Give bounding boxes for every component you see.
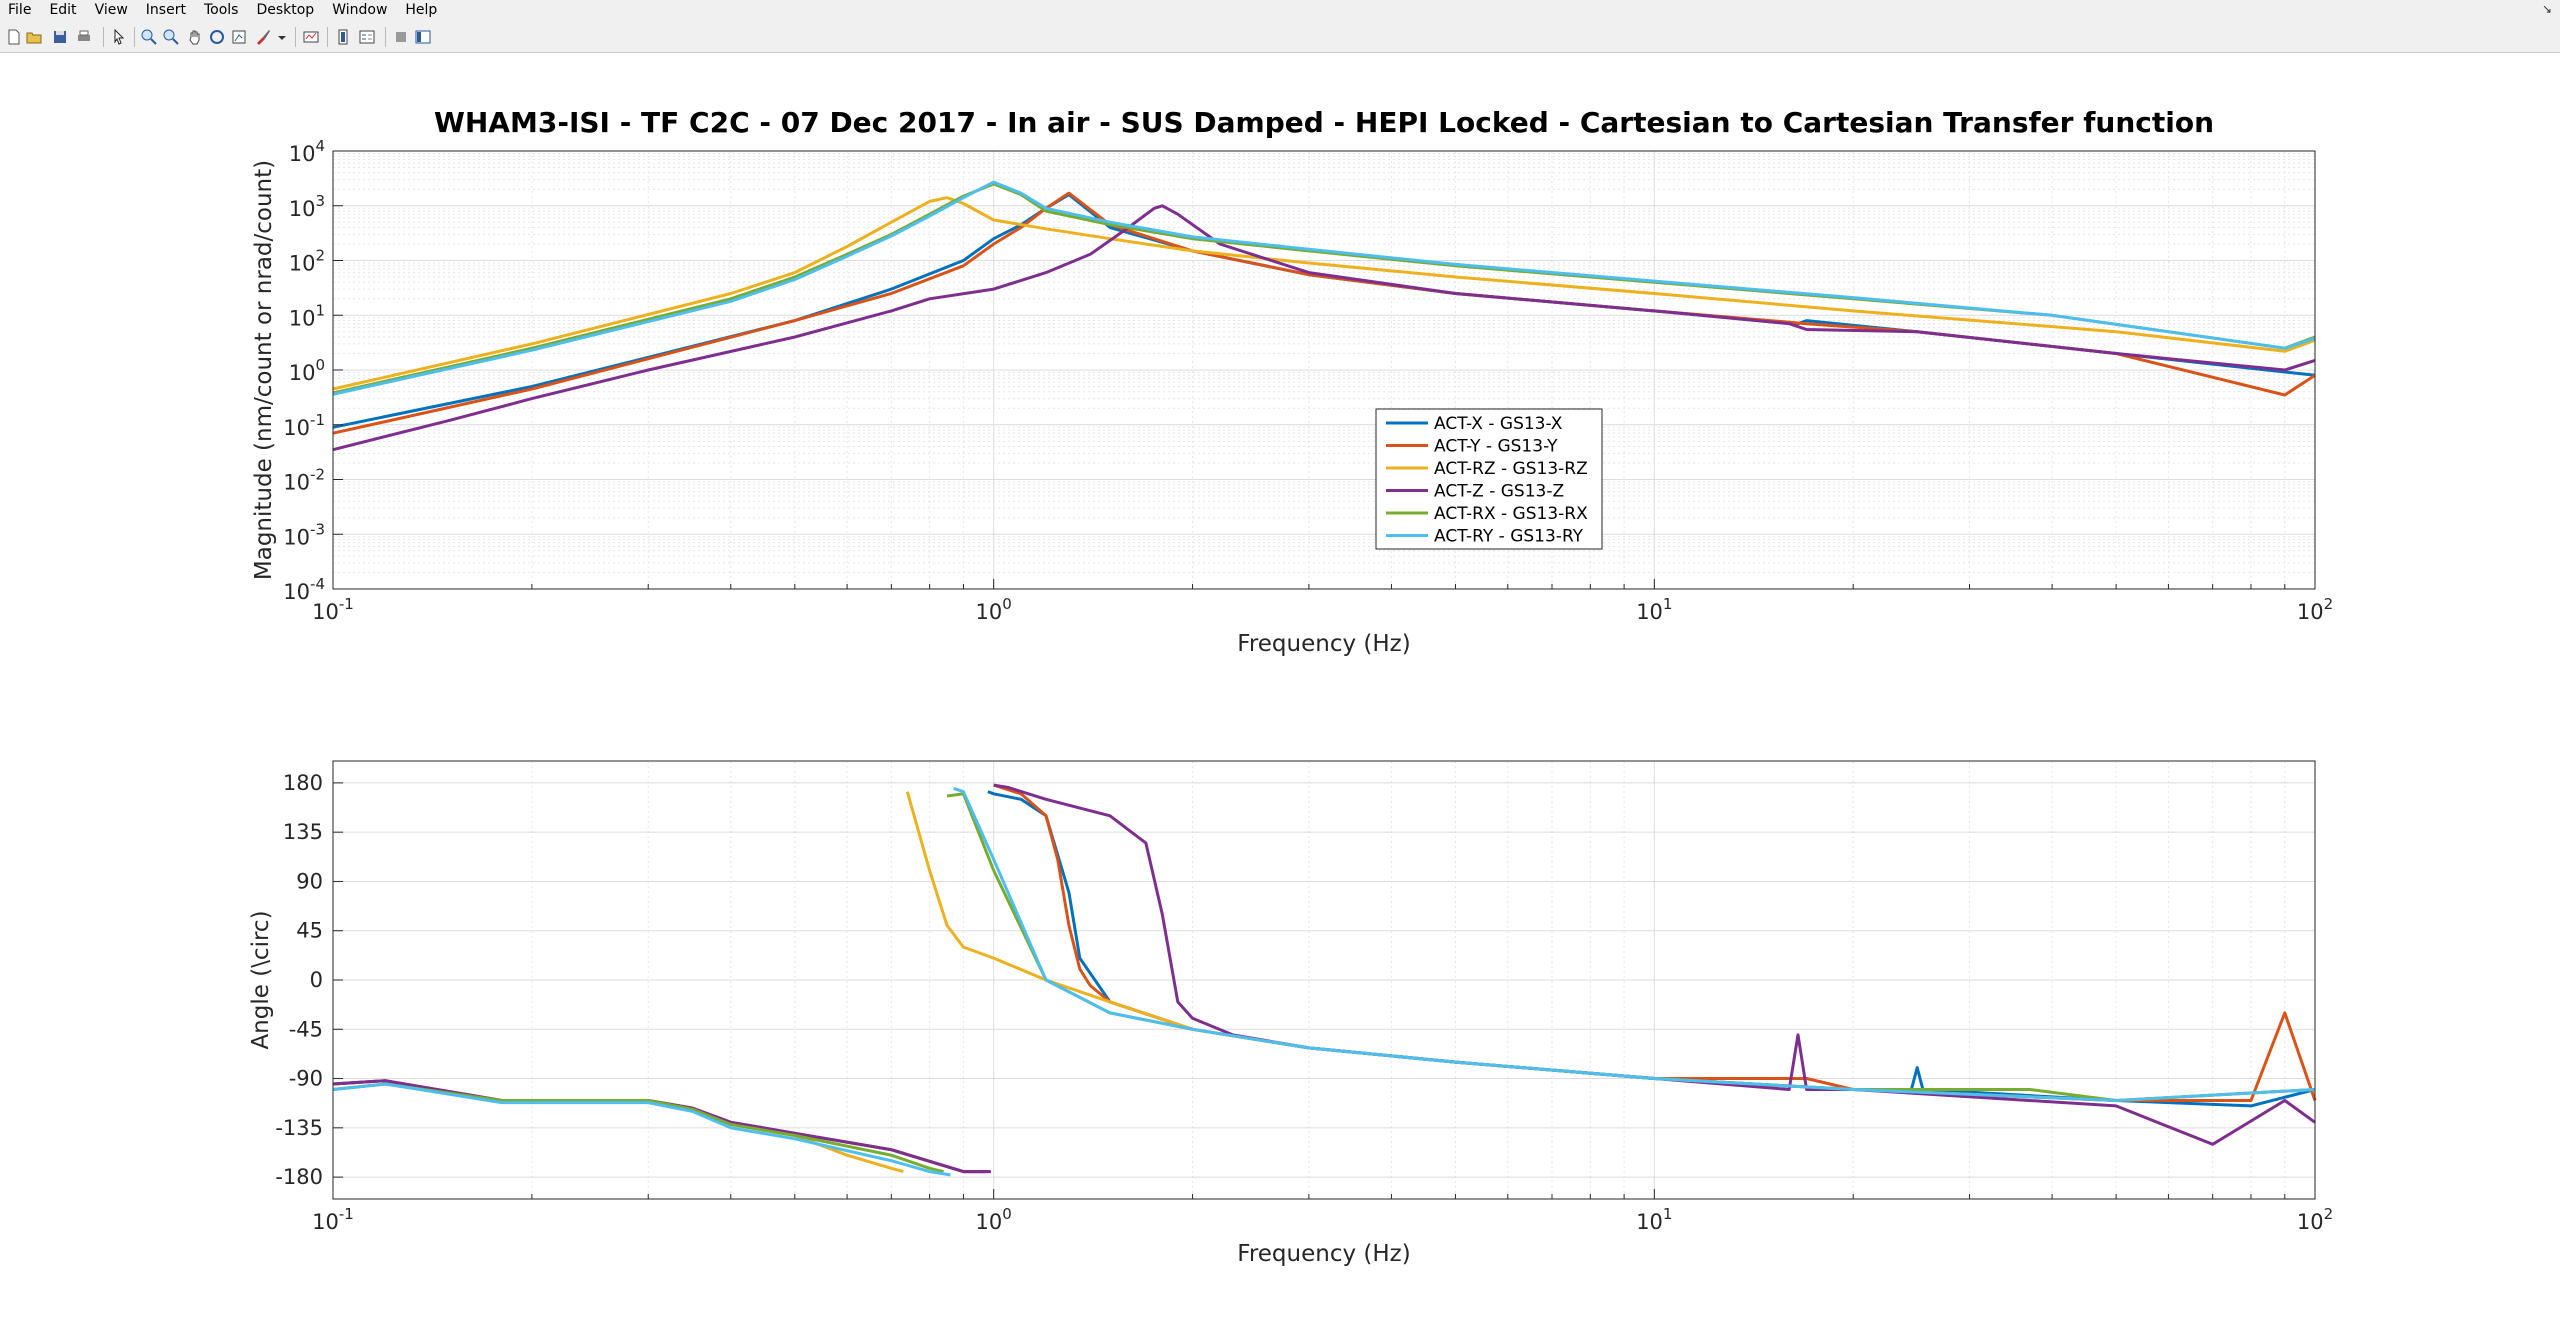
x-tick-label: 102	[2297, 595, 2333, 624]
phase-xlabel: Frequency (Hz)	[1237, 1241, 1410, 1267]
series-line-6	[332, 180, 2316, 396]
y-tick-label: 10-2	[283, 466, 325, 495]
y-tick-label: -180	[275, 1165, 323, 1189]
zoom-out-icon[interactable]	[162, 28, 180, 46]
y-tick-label: -45	[289, 1017, 323, 1041]
magnitude-tick-labels: 10-1 100 101 102 10-4 10-3 10-2 10-1 100 101 102 10…	[283, 137, 2333, 624]
y-tick-label: -90	[289, 1067, 323, 1091]
menu-edit[interactable]: Edit	[49, 2, 77, 18]
legend-entry-3: ACT-RZ - GS13-RZ	[1434, 459, 1588, 479]
dock-arrow-icon[interactable]: ↘	[2541, 2, 2552, 16]
menubar: File Edit View Insert Tools Desktop Wind…	[0, 0, 2560, 21]
y-tick-label: 45	[296, 919, 323, 943]
menu-window[interactable]: Window	[332, 2, 388, 18]
new-figure-icon[interactable]	[5, 28, 23, 46]
y-tick-label: 10-1	[283, 411, 325, 440]
y-tick-label: 135	[283, 820, 323, 844]
x-tick-label: 10-1	[312, 1205, 354, 1234]
rotate-icon[interactable]	[208, 28, 226, 46]
x-tick-label: 101	[1636, 595, 1672, 624]
legend-icon[interactable]	[358, 28, 376, 46]
zoom-in-icon[interactable]	[140, 28, 158, 46]
legend-box	[1375, 408, 1603, 550]
legend-entry-5: ACT-RX - GS13-RX	[1434, 504, 1588, 524]
y-tick-label: 10-3	[283, 520, 325, 549]
chart-title: WHAM3-ISI - TF C2C - 07 Dec 2017 - In ai…	[434, 106, 2214, 139]
menu-insert[interactable]: Insert	[145, 2, 186, 18]
toolbar-separator	[134, 27, 135, 47]
phase-axes[interactable]: 10-1 100 101 102 -180 -135 -90 -45 0 45 90 135 180 F…	[248, 760, 2333, 1267]
series-line-6	[332, 786, 2316, 1177]
magnitude-xlabel: Frequency (Hz)	[1237, 631, 1410, 657]
hide-plot-tools-icon[interactable]	[392, 28, 410, 46]
series-line-1	[332, 193, 2316, 429]
y-tick-label: 0	[310, 968, 323, 992]
magnitude-axes[interactable]: 10-1 100 101 102 10-4 10-3 10-2 10-1 100 101 102 10…	[251, 137, 2333, 657]
y-tick-label: 101	[289, 301, 325, 330]
menu-tools[interactable]: Tools	[203, 2, 239, 18]
menu-desktop[interactable]: Desktop	[256, 2, 315, 18]
magnitude-ylabel: Magnitude (nm/count or nrad/count)	[251, 160, 277, 580]
series-line-4	[332, 204, 2316, 452]
x-tick-label: 101	[1636, 1205, 1672, 1234]
link-plot-icon[interactable]	[302, 28, 320, 46]
y-tick-label: 104	[289, 137, 325, 166]
x-tick-label: 100	[976, 595, 1012, 624]
brush-icon[interactable]	[254, 28, 272, 46]
legend-entry-6: ACT-RY - GS13-RY	[1434, 527, 1584, 547]
print-icon[interactable]	[75, 28, 93, 46]
y-tick-label: 100	[289, 356, 325, 385]
toolbar-separator	[385, 27, 386, 47]
pan-icon[interactable]	[186, 28, 204, 46]
menu-help[interactable]: Help	[405, 2, 438, 18]
data-cursor-icon[interactable]	[230, 28, 248, 46]
legend-entry-4: ACT-Z - GS13-Z	[1434, 482, 1564, 502]
figure-svg: WHAM3-ISI - TF C2C - 07 Dec 2017 - In ai…	[248, 106, 2333, 1267]
toolbar-separator	[327, 27, 328, 47]
brush-dropdown-icon[interactable]	[274, 28, 292, 46]
pointer-icon[interactable]	[110, 28, 128, 46]
y-tick-label: 180	[283, 771, 323, 795]
series-line-3	[332, 196, 2316, 391]
phase-lines	[332, 783, 2317, 1177]
menu-view[interactable]: View	[94, 2, 128, 18]
menu-file[interactable]: File	[8, 2, 32, 18]
figure-canvas: WHAM3-ISI - TF C2C - 07 Dec 2017 - In ai…	[0, 53, 2560, 1338]
legend-entry-1: ACT-X - GS13-X	[1434, 414, 1563, 434]
y-tick-label: 103	[289, 192, 325, 221]
toolbar-separator	[103, 27, 104, 47]
save-icon[interactable]	[51, 28, 69, 46]
legend-entry-2: ACT-Y - GS13-Y	[1434, 437, 1558, 457]
phase-tick-labels: 10-1 100 101 102 -180 -135 -90 -45 0 45 90 135 180	[275, 771, 2333, 1234]
y-tick-label: -135	[275, 1116, 323, 1140]
phase-ylabel: Angle (\circ)	[248, 910, 274, 1049]
toolbar	[0, 21, 2560, 53]
y-tick-label: 10-4	[283, 575, 325, 604]
toolbar-separator	[295, 27, 296, 47]
x-tick-label: 10-1	[312, 595, 354, 624]
open-file-icon[interactable]	[25, 28, 43, 46]
x-tick-label: 100	[976, 1205, 1012, 1234]
y-tick-label: 102	[289, 247, 325, 276]
x-tick-label: 102	[2297, 1205, 2333, 1234]
colorbar-icon[interactable]	[334, 28, 352, 46]
magnitude-lines	[332, 180, 2316, 452]
show-plot-tools-icon[interactable]	[414, 28, 432, 46]
y-tick-label: 90	[296, 869, 323, 893]
